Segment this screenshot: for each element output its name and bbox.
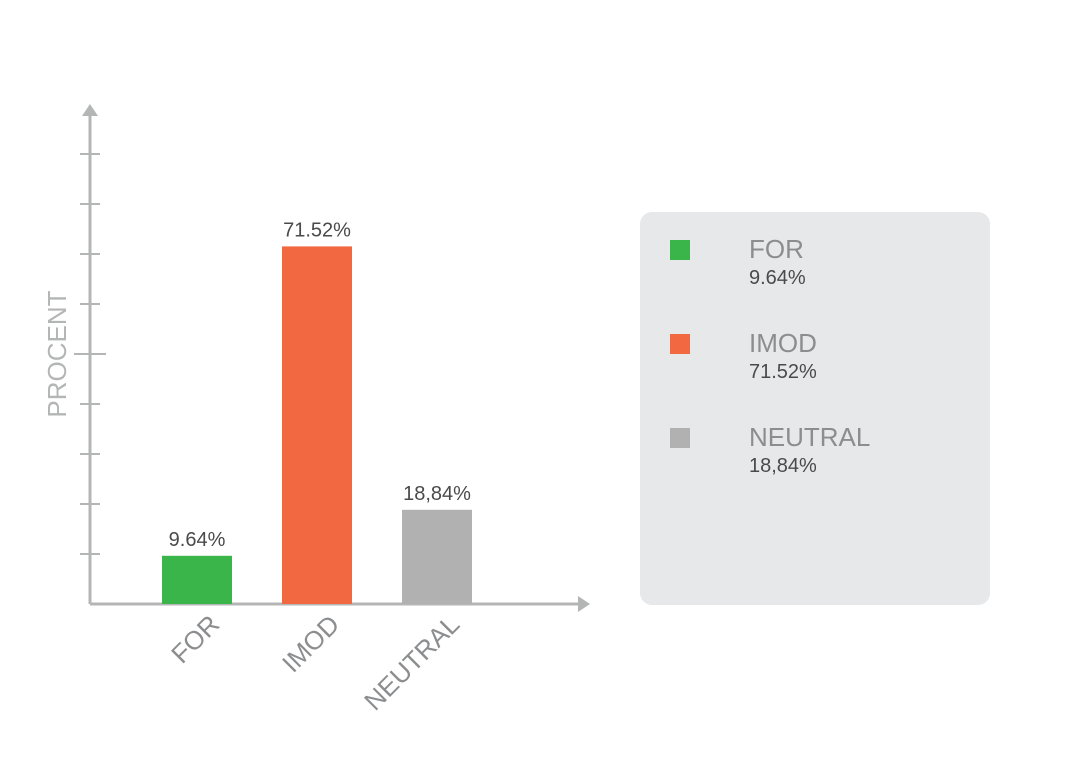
- legend-label-neutral: NEUTRAL: [749, 422, 871, 452]
- bar-imod: [282, 246, 352, 604]
- data-label-neutral: 18,84%: [403, 483, 471, 505]
- legend-value-neutral: 18,84%: [749, 455, 817, 477]
- legend-item-for: FOR 9.64%: [640, 212, 990, 289]
- legend-swatch-for: [670, 240, 690, 260]
- data-label-imod: 71.52%: [283, 219, 351, 241]
- chart-bars: [162, 246, 472, 604]
- legend-swatch-neutral: [670, 428, 690, 448]
- legend-panel: FOR 9.64% IMOD 71.52% NEUTRAL 18,84%: [640, 212, 990, 605]
- x-axis-arrow: [578, 596, 590, 612]
- y-axis-arrow: [82, 104, 98, 116]
- legend-value-for: 9.64%: [749, 267, 806, 289]
- x-tick-label-for: FOR: [165, 609, 225, 669]
- legend-value-imod: 71.52%: [749, 361, 817, 383]
- x-tick-label-neutral: NEUTRAL: [358, 609, 465, 716]
- data-label-for: 9.64%: [169, 529, 226, 551]
- legend-swatch-imod: [670, 334, 690, 354]
- x-tick-label-imod: IMOD: [276, 609, 345, 678]
- legend-label-imod: IMOD: [749, 328, 817, 358]
- legend-label-for: FOR: [749, 234, 804, 264]
- legend-item-neutral: NEUTRAL 18,84%: [640, 400, 990, 477]
- y-axis-label: PROCENT: [42, 290, 72, 417]
- bar-for: [162, 555, 232, 604]
- bar-neutral: [402, 509, 472, 604]
- legend-item-imod: IMOD 71.52%: [640, 306, 990, 383]
